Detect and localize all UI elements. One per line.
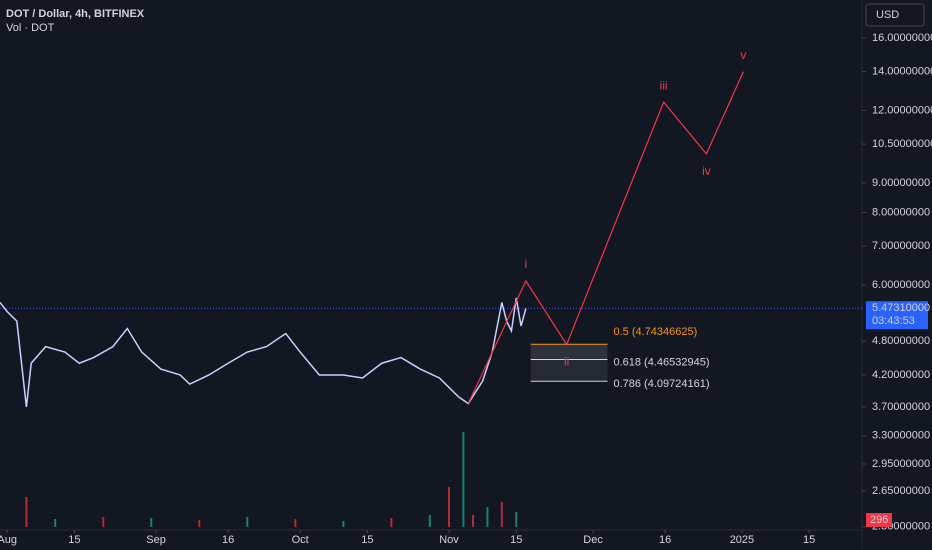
volume-bar [462, 432, 465, 527]
wave-label: i [525, 257, 528, 271]
volume-bar [25, 497, 28, 527]
fib-zone [530, 359, 608, 382]
y-tick-label: 2.95000000 [872, 458, 930, 470]
x-tick-label: Sep [146, 534, 166, 546]
y-tick-label: 8.00000000 [872, 207, 930, 219]
fib-zone [530, 344, 608, 360]
volume-bar [500, 502, 503, 527]
volume-bar [150, 518, 153, 527]
volume-bar [390, 518, 393, 527]
y-tick-label: 4.20000000 [872, 369, 930, 381]
last-price: 5.47310000 [872, 302, 930, 314]
volume-bar [342, 521, 345, 527]
y-tick-label: 3.30000000 [872, 430, 930, 442]
x-tick-label: 16 [659, 534, 671, 546]
y-tick-label: 16.00000000 [872, 32, 932, 44]
x-tick-label: Oct [292, 534, 309, 546]
y-tick-label: 3.70000000 [872, 401, 930, 413]
y-tick-label: 9.00000000 [872, 177, 930, 189]
wave-label: ii [564, 355, 569, 369]
y-tick-label: 6.00000000 [872, 279, 930, 291]
x-tick-label: Dec [583, 534, 603, 546]
volume-label: 296 [870, 514, 888, 526]
volume-bar [472, 515, 475, 527]
x-tick-label: 15 [803, 534, 815, 546]
y-tick-label: 12.00000000 [872, 104, 932, 116]
volume-bar [486, 507, 489, 527]
chart-title: DOT / Dollar, 4h, BITFINEX [6, 8, 145, 20]
wave-label: iv [702, 164, 711, 178]
series-line [467, 71, 744, 404]
volume-bar [428, 515, 431, 527]
x-tick-label: 15 [68, 534, 80, 546]
x-tick-label: 15 [361, 534, 373, 546]
fib-label: 0.786 (4.09724161) [613, 378, 709, 390]
currency-button[interactable] [865, 3, 925, 27]
y-tick-label: 2.65000000 [872, 485, 930, 497]
y-tick-label: 4.80000000 [872, 335, 930, 347]
x-tick-label: 16 [222, 534, 234, 546]
x-tick-label: Aug [0, 534, 17, 546]
last-price-bg [866, 301, 928, 330]
x-tick-label: Nov [439, 534, 459, 546]
volume-bar [448, 487, 451, 527]
wave-label: v [740, 48, 746, 62]
volume-bar [102, 517, 105, 527]
fib-label: 0.5 (4.74346625) [613, 326, 697, 338]
volume-bar [294, 519, 297, 527]
indicator-label: Vol · DOT [6, 22, 55, 34]
volume-bar [515, 512, 518, 527]
fib-label: 0.618 (4.46532945) [613, 356, 709, 368]
y-tick-label: 14.00000000 [872, 65, 932, 77]
currency[interactable]: USD [876, 9, 899, 21]
y-tick-label: 10.50000000 [872, 138, 932, 150]
volume-bar [54, 519, 57, 527]
volume-bar [246, 517, 249, 527]
x-tick-label: 2025 [730, 534, 754, 546]
y-tick-label: 7.00000000 [872, 240, 930, 252]
wave-label: iii [660, 78, 668, 92]
volume-label-bg [866, 513, 892, 527]
volume-bar [198, 520, 201, 527]
countdown: 03:43:53 [872, 315, 915, 327]
x-tick-label: 15 [510, 534, 522, 546]
